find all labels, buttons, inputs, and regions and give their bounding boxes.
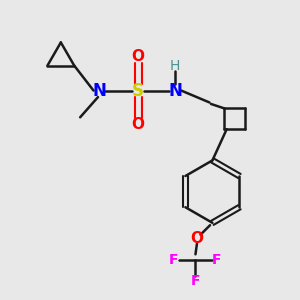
Text: O: O [132,49,145,64]
Text: N: N [92,82,106,100]
Text: O: O [190,231,203,246]
Text: S: S [132,82,144,100]
Text: O: O [132,117,145,132]
Text: F: F [168,253,178,267]
Text: F: F [191,274,200,288]
Text: N: N [168,82,182,100]
Text: F: F [212,253,222,267]
Text: H: H [170,59,181,73]
